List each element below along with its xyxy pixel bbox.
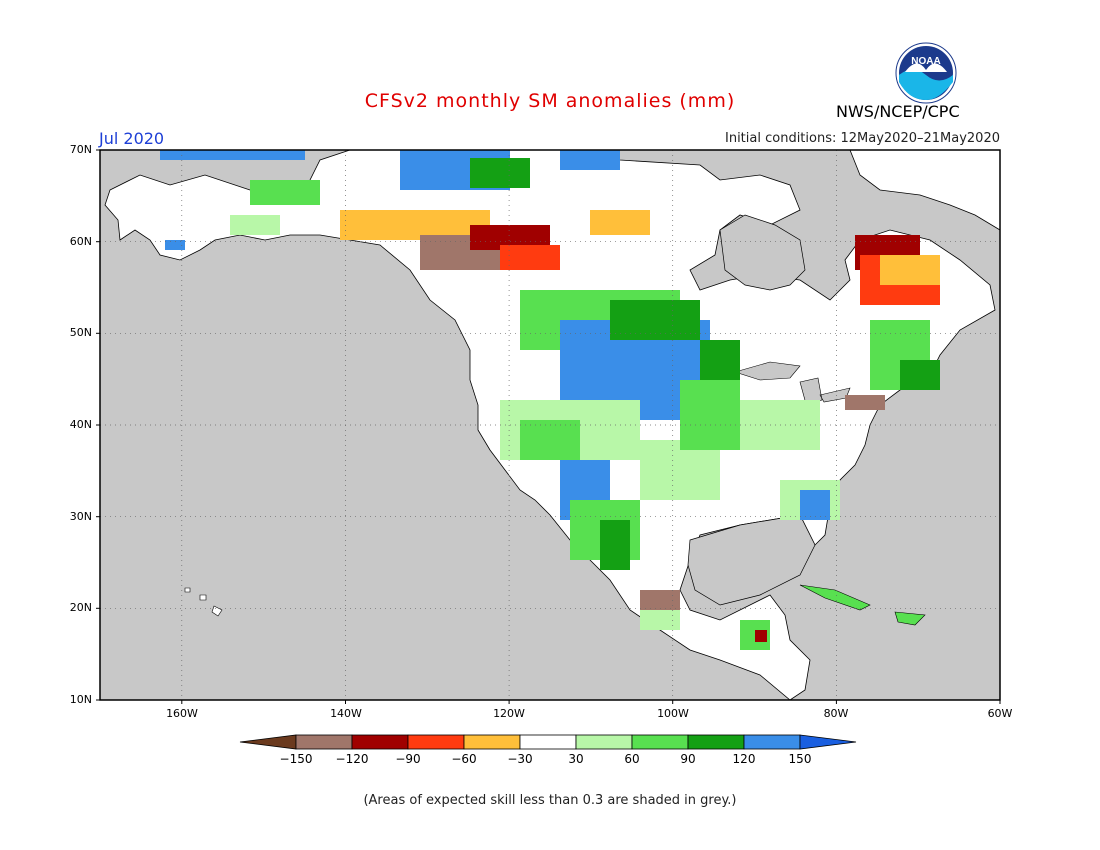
lon-label-120w: 120W: [493, 707, 525, 720]
agency-label: NWS/NCEP/CPC: [836, 102, 960, 121]
lon-label-80w: 80W: [823, 707, 849, 720]
lat-label-70n: 70N: [69, 143, 92, 156]
colorbar-arrow-high: [799, 734, 857, 750]
colorbar-label: 90: [680, 752, 696, 766]
initial-conditions: Initial conditions: 12May2020–21May2020: [725, 131, 1000, 146]
lon-label-160w: 160W: [166, 707, 198, 720]
colorbar-label: 60: [624, 752, 640, 766]
map-title: CFSv2 monthly SM anomalies (mm): [364, 90, 736, 112]
anomaly-patches: [160, 150, 940, 650]
forecast-month: Jul 2020: [99, 129, 165, 148]
colorbar-label: −90: [395, 752, 421, 766]
lat-label-60n: 60N: [69, 235, 92, 248]
colorbar-bin: [631, 734, 689, 750]
hawaii: [184, 587, 223, 617]
colorbar-bin: [407, 734, 465, 750]
noaa-logo: NOAA: [895, 42, 957, 104]
lat-label-10n: 10N: [69, 693, 92, 706]
greenland-land: [849, 150, 1000, 231]
lon-label-100w: 100W: [657, 707, 689, 720]
colorbar-arrow-low: [239, 734, 297, 750]
colorbar-bin: [743, 734, 801, 750]
colorbar-label: −30: [507, 752, 533, 766]
colorbar-bin: [351, 734, 409, 750]
colorbar-label: −60: [451, 752, 477, 766]
colorbar-bin: [687, 734, 745, 750]
colorbar-label: 30: [568, 752, 584, 766]
noaa-logo-text: NOAA: [911, 56, 940, 67]
colorbar-bin: [295, 734, 353, 750]
colorbar-label: −120: [335, 752, 369, 766]
lon-label-60w: 60W: [987, 707, 1013, 720]
caribbean-islands: [799, 584, 926, 626]
colorbar-bin: [575, 734, 633, 750]
graticule: [100, 150, 1000, 700]
axis-ticks: [96, 149, 1001, 704]
colorbar-bin: [519, 734, 577, 750]
lat-label-40n: 40N: [69, 418, 92, 431]
colorbar-label: 120: [732, 752, 756, 766]
lon-label-140w: 140W: [330, 707, 362, 720]
skill-footnote: (Areas of expected skill less than 0.3 a…: [363, 793, 737, 808]
lat-label-50n: 50N: [69, 326, 92, 339]
colorbar-bin: [463, 734, 521, 750]
hudson-bay: [719, 214, 806, 291]
lat-label-20n: 20N: [69, 601, 92, 614]
colorbar-label: 150: [788, 752, 812, 766]
lat-label-30n: 30N: [69, 510, 92, 523]
gulf-of-mexico: [687, 514, 816, 606]
colorbar-label: −150: [279, 752, 313, 766]
